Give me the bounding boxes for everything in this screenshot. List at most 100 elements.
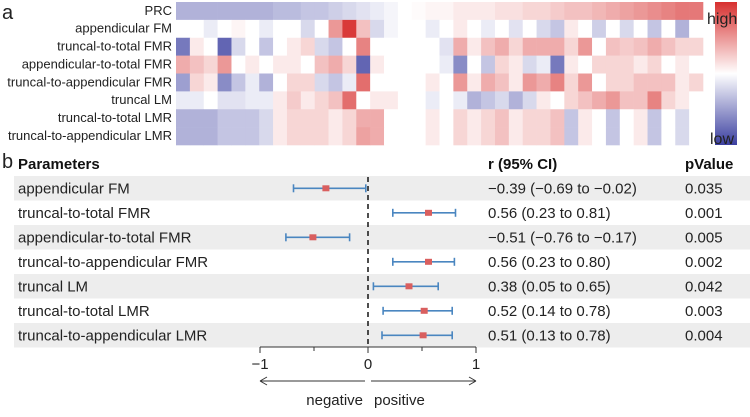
heatmap-cell (217, 73, 232, 92)
heatmap-cell (536, 109, 551, 128)
heatmap-cell (411, 37, 426, 56)
p-value: 0.001 (685, 205, 723, 222)
heatmap-cell (314, 2, 329, 21)
heatmap-cell (411, 73, 426, 92)
heatmap-cell (467, 19, 482, 39)
heatmap-cell (592, 2, 607, 21)
parameter-label: truncal-to-appendicular FMR (18, 254, 208, 271)
heatmap-cell (481, 73, 496, 92)
heatmap-cell (467, 2, 482, 21)
heatmap-cell (189, 73, 205, 92)
forest-row: appendicular-to-total FMR −0.51 (−0.76 to… (18, 229, 723, 246)
point-estimate (322, 185, 330, 192)
heatmap-cell (328, 55, 343, 74)
heatmap-cell (342, 37, 357, 56)
heatmap-cell (300, 2, 315, 21)
heatmap-cell (176, 91, 191, 110)
heatmap-cell (189, 109, 205, 128)
r-ci-value: 0.52 (0.14 to 0.78) (488, 303, 611, 320)
heatmap-cell (661, 37, 676, 56)
heatmap-cell (453, 127, 468, 146)
heatmap-cell (481, 19, 496, 39)
heatmap-cell (245, 19, 260, 39)
heatmap-cell (578, 91, 593, 110)
heatmap-cell (564, 91, 579, 110)
point-estimate (420, 307, 428, 314)
heatmap-cell (453, 2, 468, 21)
heatmap-cell (536, 91, 551, 110)
heatmap-cell (397, 2, 413, 21)
heatmap-row-label: appendicular-to-total FMR (22, 56, 172, 71)
heatmap-cell (231, 91, 246, 110)
heatmap-cell (411, 109, 426, 128)
heatmap-cell (550, 19, 565, 39)
heatmap-cell (605, 19, 621, 39)
heatmap-cell (481, 127, 496, 146)
heatmap-cell (176, 55, 191, 74)
heatmap-cell (370, 37, 385, 56)
heatmap-cell (633, 37, 648, 56)
heatmap-cell (411, 127, 426, 146)
heatmap-cell (314, 73, 329, 92)
heatmap-cell (384, 19, 399, 39)
heatmap-cell (592, 55, 607, 74)
heatmap-cell (467, 127, 482, 146)
heatmap-cell (189, 127, 205, 146)
heatmap-cell (273, 127, 288, 146)
heatmap-cell (564, 2, 579, 21)
heatmap-cell (633, 2, 648, 21)
heatmap-cell (439, 127, 454, 146)
heatmap-cell (564, 19, 579, 39)
heatmap-cell (592, 73, 607, 92)
heatmap-cell (619, 2, 634, 21)
heatmap-cell (384, 2, 399, 21)
heatmap-cell (259, 2, 274, 21)
heatmap-cell (300, 37, 315, 56)
heatmap-cell (286, 55, 302, 74)
heatmap-cell (314, 109, 329, 128)
heatmap-cell (578, 19, 593, 39)
heatmap-cell (342, 91, 357, 110)
heatmap-cell (342, 19, 357, 39)
heatmap-cell (356, 2, 371, 21)
heatmap-cell (259, 37, 274, 56)
heatmap-cell (633, 109, 648, 128)
heatmap-cell (259, 19, 274, 39)
heatmap-cell (425, 37, 440, 56)
heatmap-cell (619, 73, 634, 92)
forest-row: truncal-to-appendicular FMR 0.56 (0.23 to… (18, 254, 723, 271)
heatmap-cell (342, 127, 357, 146)
heatmap-cell (203, 37, 218, 56)
heatmap-cell (508, 109, 524, 128)
heatmap-cell (647, 109, 662, 128)
p-value: 0.035 (685, 180, 723, 197)
r-ci-value: 0.51 (0.13 to 0.78) (488, 327, 611, 344)
heatmap-cell (522, 37, 537, 56)
heatmap-cell (467, 37, 482, 56)
heatmap-cell (356, 127, 371, 146)
heatmap-cell (314, 91, 329, 110)
heatmap-cell (508, 127, 524, 146)
heatmap-cell (203, 127, 218, 146)
heatmap-cell (370, 127, 385, 146)
heatmap-cell (619, 91, 634, 110)
heatmap-cell (217, 91, 232, 110)
heatmap-cell (314, 37, 329, 56)
heatmap-cell (605, 109, 621, 128)
heatmap-cells (176, 2, 704, 146)
heatmap-cell (522, 55, 537, 74)
forest-x-axis: −1 0 1 (251, 346, 480, 373)
heatmap-cell (370, 91, 385, 110)
heatmap-cell (619, 19, 634, 39)
p-value: 0.003 (685, 303, 723, 320)
heatmap-cell (384, 55, 399, 74)
x-tick-label: 0 (364, 356, 372, 373)
heatmap-cell (397, 109, 413, 128)
heatmap-cell (481, 2, 496, 21)
heatmap-cell (411, 55, 426, 74)
heatmap-cell (494, 55, 510, 74)
heatmap-cell (508, 73, 524, 92)
heatmap-cell (578, 2, 593, 21)
heatmap-cell (411, 2, 426, 21)
heatmap-cell (273, 19, 288, 39)
